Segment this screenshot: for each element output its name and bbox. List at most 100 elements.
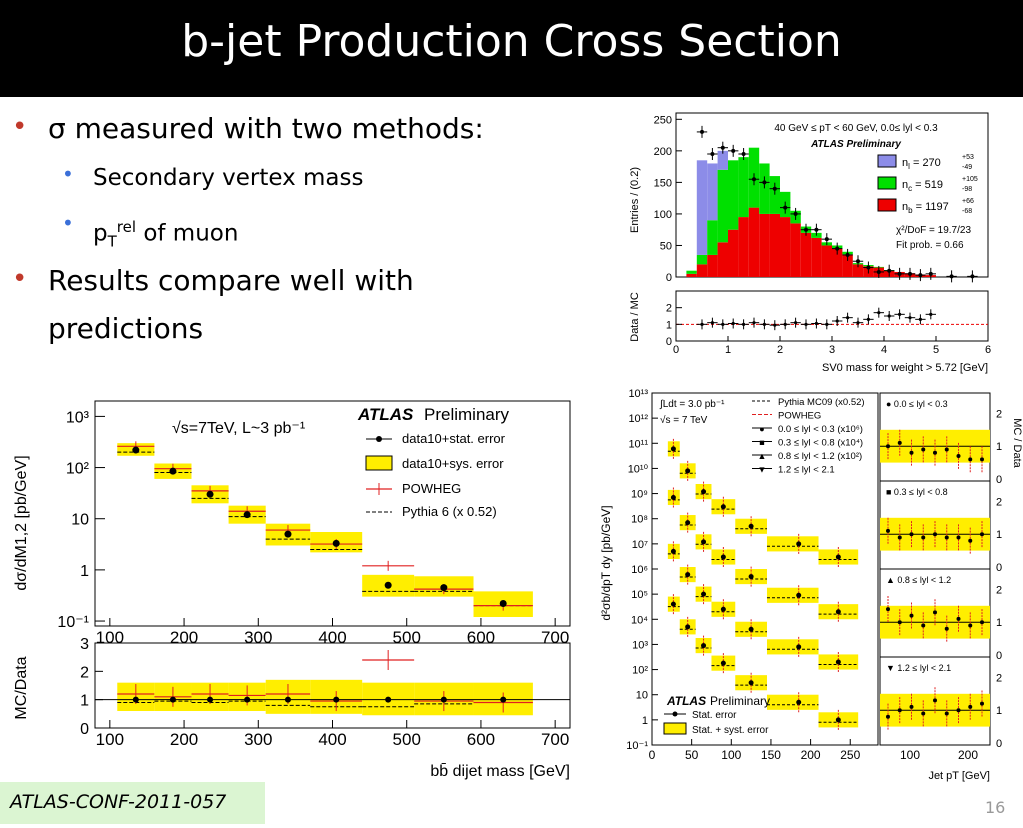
x-axis-label: SV0 mass for weight > 5.72 [GeV]: [822, 362, 988, 374]
fit-probability: Fit prob. = 0.66: [896, 240, 964, 251]
y-tick-label: 10⁸: [631, 514, 648, 526]
bottom-bar: [811, 237, 822, 277]
data-point: [701, 489, 707, 495]
data-point: [685, 624, 691, 630]
bottom-bar: [769, 213, 780, 277]
legend-label: Stat. + syst. error: [692, 725, 769, 736]
ratio-data-point: [909, 450, 914, 455]
ratio-data-point: [897, 708, 902, 713]
ratio-data-point: [968, 704, 973, 709]
ratio-y-tick-label: 0: [666, 336, 672, 348]
ratio-panel-label: ● 0.0 ≤ lyl < 0.3: [886, 399, 948, 409]
charm-bar: [707, 220, 718, 255]
x-tick-label: 0: [649, 748, 656, 762]
bullet-item-continuation: predictions: [48, 312, 204, 345]
bottom-bar: [780, 217, 791, 277]
data-point: [796, 699, 802, 705]
sys-band: [766, 694, 819, 710]
bottom-bar: [759, 213, 770, 277]
ratio-data-point: [980, 620, 984, 625]
title-bar: [0, 0, 1023, 97]
chart-title: ∫Ldt = 3.0 pb⁻¹: [659, 399, 725, 410]
bottom-bar: [821, 245, 832, 277]
ratio-data-point: [956, 708, 961, 713]
bullet-marker: •: [12, 264, 28, 294]
light-bar: [696, 160, 708, 255]
ratio-data-point: [933, 532, 937, 537]
sv0-template-fit-chart: 0 1 2 3 4 5 6 0 50 100 150 200 250 0 1 2 SV0 mass for we…: [629, 112, 991, 374]
ratio-data-point: [886, 444, 890, 449]
x-tick-label: 200: [170, 628, 198, 647]
fit-chi2: χ²/DoF = 19.7/23: [896, 225, 971, 236]
ratio-y-tick-label: 2: [80, 664, 89, 681]
ratio-y-tick-label: 0: [996, 650, 1002, 662]
legend-label: nb = 1197: [902, 201, 949, 215]
bullet-marker: •: [12, 112, 28, 142]
ratio-data-point: [980, 701, 984, 706]
y-tick-label: 10⁷: [632, 539, 648, 551]
ratio-x-tick-label: 700: [541, 730, 569, 749]
ptrel-sub: T: [107, 232, 117, 251]
x-axis-label: Jet pT [GeV]: [928, 770, 990, 782]
data-point: [685, 468, 691, 474]
y-tick-label: 10: [636, 690, 648, 702]
data-point: [243, 511, 251, 519]
legend-label: Pythia MC09 (x0.52): [778, 397, 865, 408]
ratio-data-point: [933, 610, 937, 615]
ratio-data-point: [921, 535, 926, 540]
legend-down-error: -98: [962, 186, 972, 193]
x-tick-label: 250: [840, 748, 860, 762]
legend-label: POWHEG: [402, 481, 461, 496]
sys-band: [766, 639, 819, 655]
data-point: [440, 584, 448, 592]
conf-reference: ATLAS-CONF-2011-057: [10, 791, 227, 813]
x-tick-label: 200: [801, 748, 821, 762]
bottom-bar: [696, 264, 708, 277]
charm-bar: [728, 160, 739, 230]
y-tick-label: 10⁻¹: [57, 614, 89, 631]
charm-bar: [759, 163, 770, 214]
legend-label: nc = 519: [902, 179, 943, 193]
ratio-y-tick-label: 1: [80, 693, 89, 710]
legend-swatch: [877, 198, 897, 212]
ratio-data-point: [944, 711, 949, 716]
y-tick-label: 200: [654, 146, 672, 158]
data-point: [332, 539, 340, 547]
legend-label: 0.3 ≤ lyl < 0.8 (x10⁴): [778, 438, 863, 449]
legend-swatch: [877, 176, 897, 190]
data-point: [701, 539, 707, 545]
ptrel-base: p: [93, 220, 108, 247]
ratio-data-point: [886, 714, 890, 719]
legend-swatch: [877, 154, 897, 168]
bullet-marker: •: [62, 211, 74, 235]
legend-label: 0.8 ≤ lyl < 1.2 (x10²): [778, 451, 862, 462]
x-tick-label: 100: [721, 748, 741, 762]
y-tick-label: 50: [660, 240, 672, 252]
data-point: [670, 548, 676, 554]
x-axis-label: bb̄ dijet mass [GeV]: [430, 763, 570, 780]
chart-subtitle: √s = 7 TeV: [660, 414, 708, 426]
page-number: 16: [985, 798, 1006, 817]
ratio-data-point: [956, 616, 961, 621]
ratio-x-tick-label: 200: [958, 748, 978, 762]
bottom-bar: [738, 217, 749, 277]
x-tick-label: 50: [685, 748, 699, 762]
ratio-data-point: [980, 532, 984, 537]
ptrel-sup: rel: [116, 218, 137, 236]
reference-box: ATLAS-CONF-2011-057: [0, 782, 265, 824]
sys-band: [766, 587, 819, 603]
y-tick-label: 10⁹: [631, 489, 648, 501]
ratio-data-point: [909, 613, 914, 618]
x-tick-label: 6: [985, 344, 991, 356]
data-point: [670, 601, 676, 607]
dijet-mass-chart: 1001002002003003004004005005006006007007…: [13, 400, 571, 780]
chart-title: 40 GeV ≤ pT < 60 GeV, 0.0≤ lyl < 0.3: [774, 123, 938, 134]
ratio-y-tick-label: 2: [666, 303, 672, 315]
legend-label: Stat. error: [692, 710, 737, 721]
y-tick-label: 10²: [632, 665, 648, 677]
ratio-y-tick-label: 0: [996, 562, 1002, 574]
y-tick-label: 10⁵: [631, 589, 648, 601]
y-tick-label: 10⁴: [631, 614, 648, 626]
legend-up-error: +66: [962, 198, 974, 205]
charm-bar: [696, 254, 708, 265]
